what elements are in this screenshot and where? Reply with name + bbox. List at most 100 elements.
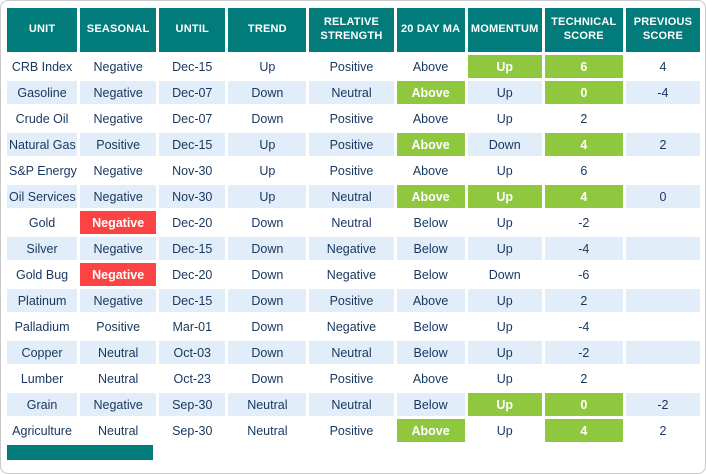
cell-trend: Up — [228, 133, 307, 156]
cell-previous-score: 2 — [625, 419, 700, 442]
column-header-until: UNTIL — [159, 8, 226, 52]
cell-relative-strength: Positive — [309, 159, 394, 182]
cell-previous-score — [625, 107, 700, 130]
cell-20-day-ma: Above — [396, 185, 465, 208]
cell-trend: Down — [228, 107, 307, 130]
cell-until: Sep-30 — [159, 419, 226, 442]
cell-unit: Gold — [7, 211, 78, 234]
cell-20-day-ma: Below — [396, 315, 465, 338]
cell-relative-strength: Neutral — [309, 81, 394, 104]
cell-technical-score: 0 — [544, 393, 623, 416]
cell-20-day-ma: Below — [396, 393, 465, 416]
cell-unit: Natural Gas — [7, 133, 78, 156]
cell-unit: Silver — [7, 237, 78, 260]
cell-seasonal: Negative — [80, 55, 157, 78]
cell-20-day-ma: Below — [396, 237, 465, 260]
cell-relative-strength: Neutral — [309, 393, 394, 416]
column-header-trend: TREND — [228, 8, 307, 52]
cell-previous-score — [625, 341, 700, 364]
cell-momentum: Up — [467, 367, 542, 390]
cell-until: Dec-15 — [159, 133, 226, 156]
cell-seasonal: Negative — [80, 159, 157, 182]
table-row: Oil Services Negative Nov-30 Up Neutral Above… — [7, 185, 700, 208]
cell-until: Mar-01 — [159, 315, 226, 338]
cell-momentum: Down — [467, 263, 542, 286]
table-row: Gold Bug Negative Dec-20 Down Negative Below D… — [7, 263, 700, 286]
cell-technical-score: -4 — [544, 315, 623, 338]
cell-momentum: Up — [467, 315, 542, 338]
cell-seasonal: Neutral — [80, 341, 157, 364]
cell-trend: Down — [228, 315, 307, 338]
cell-unit: Lumber — [7, 367, 78, 390]
cell-momentum: Up — [467, 185, 542, 208]
table-row: S&P Energy Negative Nov-30 Up Positive Above U… — [7, 159, 700, 182]
cell-unit: Copper — [7, 341, 78, 364]
cell-unit: Platinum — [7, 289, 78, 312]
cell-technical-score: -4 — [544, 237, 623, 260]
cell-until: Dec-20 — [159, 211, 226, 234]
column-header-20-day-ma: 20 DAY MA — [396, 8, 465, 52]
table-row: Agriculture Neutral Sep-30 Neutral Positive A… — [7, 419, 700, 442]
cell-relative-strength: Neutral — [309, 211, 394, 234]
cell-unit: Gasoline — [7, 81, 78, 104]
cell-seasonal: Positive — [80, 133, 157, 156]
cell-unit: Palladium — [7, 315, 78, 338]
cell-20-day-ma: Above — [396, 367, 465, 390]
cell-20-day-ma: Above — [396, 81, 465, 104]
table-row: Gasoline Negative Dec-07 Down Neutral Above Up… — [7, 81, 700, 104]
cell-technical-score: 0 — [544, 81, 623, 104]
cell-previous-score: 0 — [625, 185, 700, 208]
cell-seasonal: Neutral — [80, 367, 157, 390]
cell-technical-score: 4 — [544, 419, 623, 442]
column-header-relative-strength: RELATIVE STRENGTH — [309, 8, 394, 52]
cell-until: Oct-23 — [159, 367, 226, 390]
cell-unit: Grain — [7, 393, 78, 416]
table-header: UNIT SEASONAL UNTIL TREND RELATIVE STRENGTH 2… — [7, 8, 700, 52]
cell-until: Nov-30 — [159, 159, 226, 182]
cell-previous-score: 2 — [625, 133, 700, 156]
technical-score-table: UNIT SEASONAL UNTIL TREND RELATIVE STRENGTH 2… — [4, 5, 703, 445]
cell-trend: Down — [228, 81, 307, 104]
cell-trend: Down — [228, 263, 307, 286]
cell-momentum: Up — [467, 81, 542, 104]
cell-technical-score: -6 — [544, 263, 623, 286]
cell-trend: Down — [228, 367, 307, 390]
footer-bar — [7, 445, 153, 460]
cell-previous-score: -2 — [625, 393, 700, 416]
cell-trend: Up — [228, 159, 307, 182]
cell-until: Nov-30 — [159, 185, 226, 208]
cell-until: Dec-15 — [159, 237, 226, 260]
cell-20-day-ma: Above — [396, 107, 465, 130]
cell-momentum: Up — [467, 55, 542, 78]
table-row: Lumber Neutral Oct-23 Down Positive Above Up 2 — [7, 367, 700, 390]
cell-relative-strength: Positive — [309, 367, 394, 390]
cell-20-day-ma: Below — [396, 211, 465, 234]
cell-unit: CRB Index — [7, 55, 78, 78]
cell-technical-score: 4 — [544, 185, 623, 208]
cell-unit: Agriculture — [7, 419, 78, 442]
cell-seasonal: Negative — [80, 289, 157, 312]
cell-20-day-ma: Above — [396, 159, 465, 182]
cell-previous-score: 4 — [625, 55, 700, 78]
cell-trend: Neutral — [228, 419, 307, 442]
cell-seasonal: Positive — [80, 315, 157, 338]
cell-until: Sep-30 — [159, 393, 226, 416]
cell-previous-score — [625, 211, 700, 234]
cell-20-day-ma: Below — [396, 341, 465, 364]
table-body: CRB Index Negative Dec-15 Up Positive Above Up… — [7, 55, 700, 442]
cell-20-day-ma: Above — [396, 289, 465, 312]
cell-momentum: Up — [467, 159, 542, 182]
cell-seasonal: Negative — [80, 211, 157, 234]
table-row: Natural Gas Positive Dec-15 Up Positive Above… — [7, 133, 700, 156]
cell-relative-strength: Neutral — [309, 341, 394, 364]
cell-technical-score: 6 — [544, 159, 623, 182]
cell-seasonal: Neutral — [80, 419, 157, 442]
cell-seasonal: Negative — [80, 81, 157, 104]
cell-previous-score — [625, 315, 700, 338]
cell-20-day-ma: Above — [396, 133, 465, 156]
cell-20-day-ma: Above — [396, 419, 465, 442]
table-row: Palladium Positive Mar-01 Down Negative Below… — [7, 315, 700, 338]
cell-momentum: Up — [467, 341, 542, 364]
column-header-unit: UNIT — [7, 8, 78, 52]
